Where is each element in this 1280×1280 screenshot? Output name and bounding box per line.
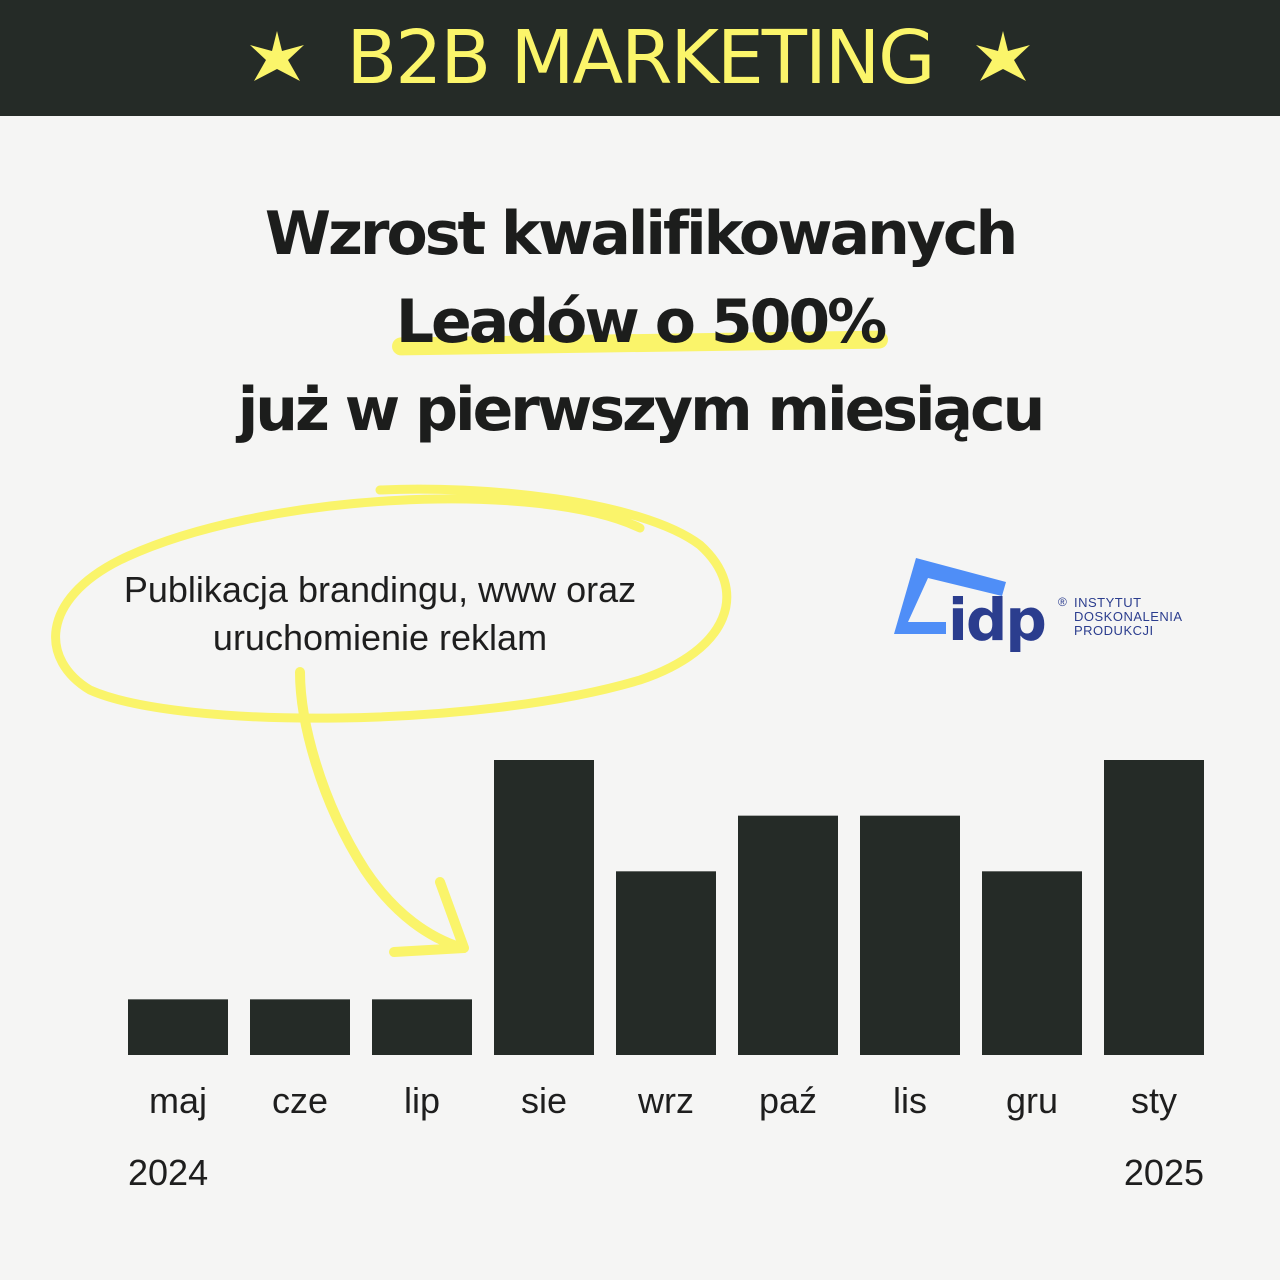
bar-sty — [1104, 760, 1204, 1055]
x-tick-label: gru — [1006, 1080, 1058, 1121]
headline-highlight-text: Leadów o 500% — [395, 287, 887, 357]
bar-lis — [860, 815, 960, 1055]
x-tick-label: lis — [893, 1080, 927, 1121]
headline-line-2: Leadów o 500% — [0, 278, 1280, 366]
bar-lip — [372, 999, 472, 1055]
header-banner: B2B MARKETING — [0, 0, 1280, 116]
year-label: 2024 — [128, 1152, 208, 1193]
annotation-line-1: Publikacja brandingu, www oraz — [123, 569, 637, 610]
x-tick-label: lip — [404, 1080, 440, 1121]
headline-line-1: Wzrost kwalifikowanych — [264, 199, 1018, 269]
highlight-wrap: Leadów o 500% — [391, 278, 889, 366]
x-tick-label: maj — [149, 1080, 207, 1121]
x-tick-label: sie — [521, 1080, 567, 1121]
logo-line-2: DOSKONALENIA — [1074, 609, 1183, 624]
bar-paź — [738, 815, 838, 1055]
headline: Wzrost kwalifikowanych Leadów o 500% już… — [0, 190, 1280, 454]
logo-text: INSTYTUT DOSKONALENIA PRODUKCJI — [1074, 596, 1183, 638]
bar-cze — [250, 999, 350, 1055]
registered-mark: ® — [1058, 595, 1067, 609]
banner-inner: B2B MARKETING — [248, 21, 1031, 95]
bar-maj — [128, 999, 228, 1055]
x-tick-label: sty — [1131, 1080, 1177, 1121]
logo-line-3: PRODUKCJI — [1074, 623, 1154, 638]
bar-wrz — [616, 871, 716, 1055]
x-tick-label: cze — [272, 1080, 328, 1121]
bar-sie — [494, 760, 594, 1055]
idp-logo: idp ® INSTYTUT DOSKONALENIA PRODUKCJI — [888, 556, 1198, 654]
star-icon — [250, 31, 305, 81]
annotation-line-2: uruchomienie reklam — [212, 617, 548, 658]
annotation-text: Publikacja brandingu, www oraz uruchomie… — [80, 566, 680, 662]
year-label: 2025 — [1124, 1152, 1204, 1193]
star-icon — [975, 31, 1030, 81]
x-tick-label: wrz — [637, 1080, 694, 1121]
banner-title: B2B MARKETING — [346, 15, 935, 101]
svg-text:idp: idp — [948, 586, 1045, 652]
idp-logo-mark: idp ® — [894, 558, 1067, 654]
bar-gru — [982, 871, 1082, 1055]
logo-line-1: INSTYTUT — [1074, 595, 1142, 610]
headline-line-3: już w pierwszym miesiącu — [237, 375, 1046, 445]
x-tick-label: paź — [759, 1080, 817, 1121]
